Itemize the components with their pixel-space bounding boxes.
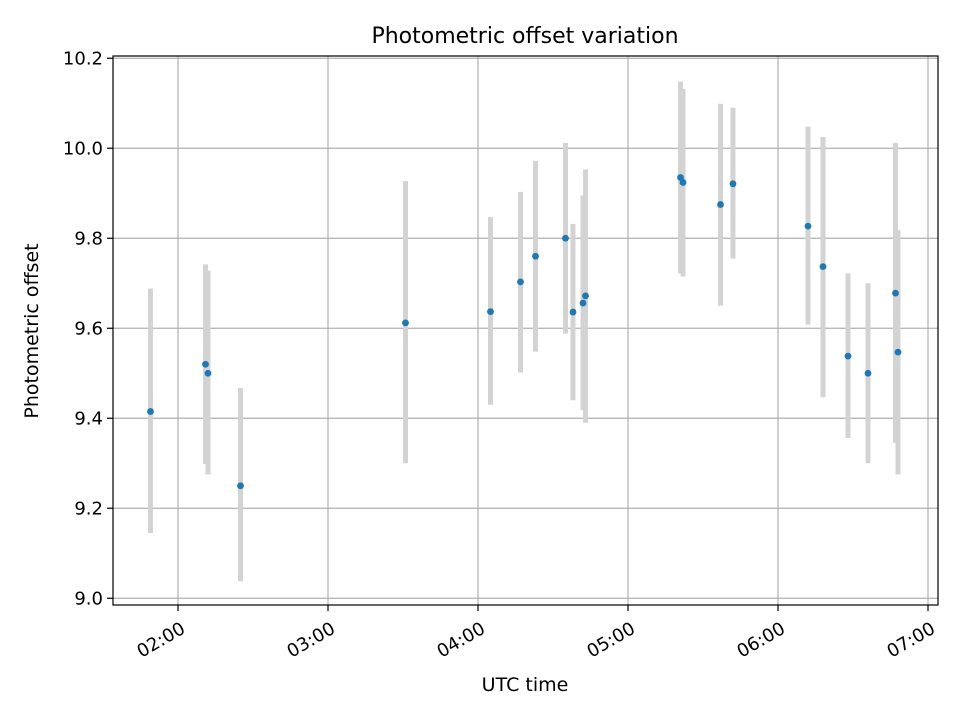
- y-tick-label: 9.0: [74, 588, 103, 609]
- data-point: [892, 289, 899, 297]
- y-tick-label: 9.6: [74, 318, 103, 339]
- data-point: [532, 252, 539, 260]
- data-point: [487, 308, 494, 315]
- y-tick-label: 9.4: [74, 408, 103, 429]
- data-point: [864, 369, 872, 377]
- data-point: [844, 352, 852, 360]
- x-axis-label: UTC time: [482, 674, 569, 696]
- y-tick-label: 10.0: [63, 138, 103, 159]
- y-axis-label: Photometric offset: [21, 243, 43, 418]
- data-point: [717, 201, 724, 208]
- y-axis-ticks: 9.0 9.2 9.4 9.6 9.8 10.0 10.2: [63, 48, 113, 609]
- y-tick-label: 9.2: [74, 498, 103, 519]
- data-point: [582, 292, 589, 300]
- data-point: [147, 408, 154, 415]
- y-tick-label: 10.2: [63, 48, 103, 69]
- data-point: [729, 180, 737, 188]
- data-point: [402, 319, 409, 327]
- data-point: [202, 360, 209, 368]
- chart-title: Photometric offset variation: [371, 24, 678, 49]
- y-tick-label: 9.8: [74, 228, 103, 249]
- grid-lines: [113, 56, 938, 605]
- data-point: [237, 482, 244, 490]
- plot-frame: [112, 55, 939, 606]
- data-point: [579, 299, 587, 307]
- data-point: [569, 308, 577, 316]
- data-point: [819, 263, 827, 270]
- data-point: [204, 369, 212, 377]
- data-point: [562, 234, 569, 242]
- data-point: [804, 222, 812, 230]
- data-point: [517, 278, 524, 286]
- data-point: [894, 348, 902, 356]
- data-points: [147, 174, 902, 490]
- data-point: [679, 179, 687, 186]
